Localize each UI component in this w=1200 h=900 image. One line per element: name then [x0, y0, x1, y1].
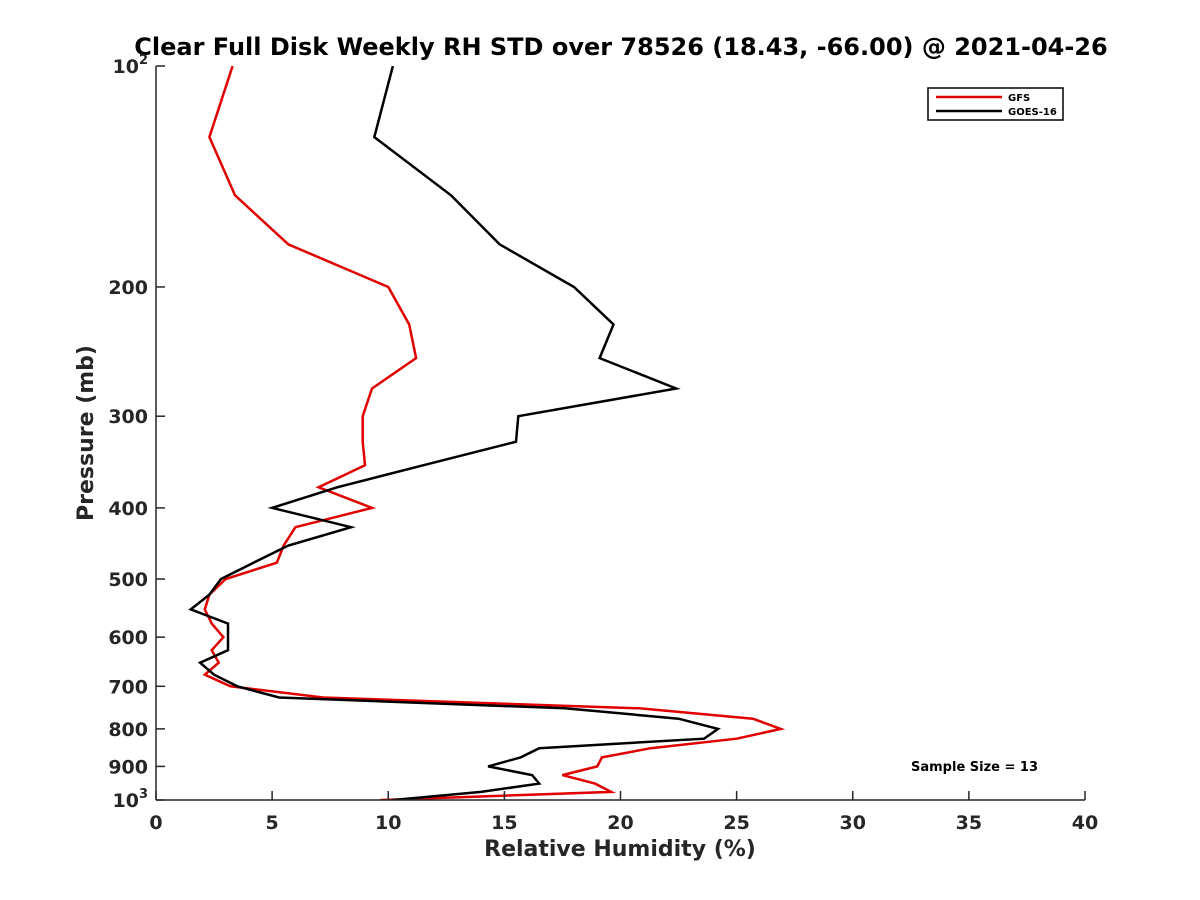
legend-box: [927, 87, 1064, 121]
sample-size-annotation: Sample Size = 13: [911, 760, 1038, 775]
x-tick-label: 0: [149, 812, 162, 834]
y-tick-label: 500: [108, 569, 148, 591]
series-layer: [188, 66, 786, 800]
y-axis-ticks: 102 200 300 400 500 600 700 800 900 103: [108, 53, 165, 812]
legend-label-gfs: GFS: [1008, 93, 1030, 104]
y-tick-label: 103: [113, 787, 149, 812]
y-tick-label: 400: [108, 498, 148, 520]
y-tick-label: 900: [108, 756, 148, 778]
x-axis-label: Relative Humidity (%): [484, 837, 756, 862]
y-tick-label: 700: [108, 676, 148, 698]
y-tick-label: 600: [108, 627, 148, 649]
y-tick-label: 200: [108, 277, 148, 299]
y-tick-label: 800: [108, 719, 148, 741]
x-tick-label: 5: [266, 812, 279, 834]
x-tick-label: 25: [723, 812, 749, 834]
chart-title: Clear Full Disk Weekly RH STD over 78526…: [134, 33, 1107, 61]
x-tick-label: 20: [607, 812, 633, 834]
y-tick-label: 102: [113, 53, 149, 78]
y-axis-label: Pressure (mb): [74, 345, 99, 521]
x-tick-label: 10: [375, 812, 401, 834]
x-tick-label: 15: [491, 812, 517, 834]
x-tick-label: 30: [840, 812, 866, 834]
legend: GFS GOES-16: [927, 87, 1064, 121]
plot-area: 0 5 10 15 20 25 30 35 40 102 200 300 400 500 600 700 80…: [108, 53, 1098, 834]
x-tick-label: 35: [956, 812, 982, 834]
x-axis-ticks: 0 5 10 15 20 25 30 35 40: [149, 791, 1098, 834]
legend-label-goes16: GOES-16: [1008, 107, 1057, 118]
series-line-goes16: [188, 66, 721, 800]
y-tick-label: 300: [108, 406, 148, 428]
x-tick-label: 40: [1072, 812, 1098, 834]
series-line-gfs: [202, 66, 786, 800]
